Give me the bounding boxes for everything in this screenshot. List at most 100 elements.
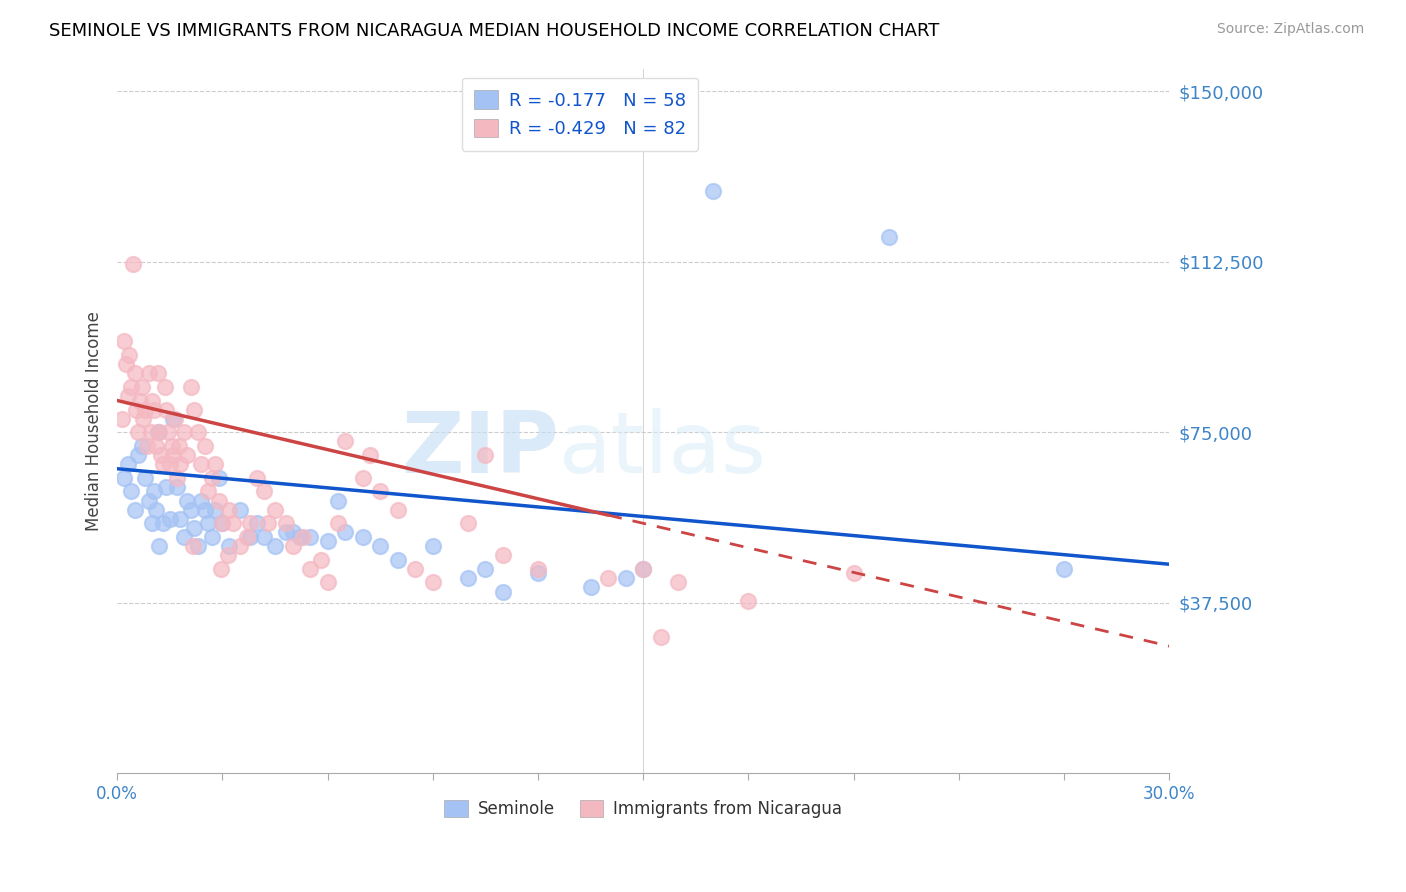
Point [155, 480, 177, 494]
Point [111, 411, 134, 425]
Point [129, 393, 152, 408]
Text: SEMINOLE VS IMMIGRANTS FROM NICARAGUA MEDIAN HOUSEHOLD INCOME CORRELATION CHART: SEMINOLE VS IMMIGRANTS FROM NICARAGUA ME… [49, 22, 939, 40]
Point [299, 562, 322, 576]
Point [159, 457, 181, 471]
Point [877, 229, 900, 244]
Point [352, 530, 374, 544]
Point [145, 439, 167, 453]
Point [120, 380, 142, 394]
Point [146, 425, 169, 440]
Point [316, 575, 339, 590]
Point [218, 539, 240, 553]
Point [218, 502, 240, 516]
Point [131, 439, 153, 453]
Point [527, 562, 550, 576]
Point [169, 457, 191, 471]
Point [180, 380, 202, 394]
Point [176, 448, 198, 462]
Point [138, 493, 160, 508]
Point [257, 516, 280, 531]
Point [204, 457, 226, 471]
Point [211, 516, 233, 531]
Point [145, 502, 167, 516]
Point [702, 184, 724, 198]
Point [120, 484, 142, 499]
Point [208, 493, 231, 508]
Point [118, 348, 141, 362]
Point [737, 593, 759, 607]
Point [181, 539, 204, 553]
Point [122, 257, 145, 271]
Point [352, 471, 374, 485]
Point [173, 425, 195, 440]
Point [124, 502, 146, 516]
Point [264, 539, 287, 553]
Point [1053, 562, 1076, 576]
Point [631, 562, 654, 576]
Legend: Seminole, Immigrants from Nicaragua: Seminole, Immigrants from Nicaragua [437, 794, 849, 825]
Point [579, 580, 602, 594]
Point [183, 521, 205, 535]
Point [842, 566, 865, 581]
Point [292, 530, 315, 544]
Point [229, 502, 252, 516]
Point [115, 357, 138, 371]
Point [152, 516, 174, 531]
Point [239, 516, 262, 531]
Point [117, 389, 139, 403]
Point [124, 366, 146, 380]
Point [150, 448, 173, 462]
Point [197, 516, 219, 531]
Point [166, 471, 188, 485]
Point [404, 562, 426, 576]
Point [131, 380, 153, 394]
Point [650, 630, 672, 644]
Point [201, 530, 224, 544]
Point [457, 516, 479, 531]
Y-axis label: Median Household Income: Median Household Income [86, 311, 103, 531]
Point [160, 439, 183, 453]
Point [136, 439, 159, 453]
Point [143, 484, 166, 499]
Point [359, 448, 381, 462]
Point [146, 366, 169, 380]
Point [157, 425, 180, 440]
Point [139, 425, 162, 440]
Point [152, 457, 174, 471]
Point [492, 584, 515, 599]
Point [112, 471, 135, 485]
Point [190, 493, 212, 508]
Point [387, 552, 409, 566]
Point [143, 402, 166, 417]
Point [209, 562, 232, 576]
Point [246, 516, 269, 531]
Point [148, 539, 170, 553]
Point [309, 552, 332, 566]
Point [201, 471, 224, 485]
Point [173, 530, 195, 544]
Point [666, 575, 689, 590]
Point [204, 502, 226, 516]
Point [134, 471, 156, 485]
Point [368, 539, 391, 553]
Point [208, 471, 231, 485]
Point [387, 502, 409, 516]
Point [326, 516, 349, 531]
Point [138, 366, 160, 380]
Point [246, 471, 269, 485]
Point [187, 539, 209, 553]
Point [264, 502, 287, 516]
Point [222, 516, 245, 531]
Point [333, 434, 356, 449]
Point [326, 493, 349, 508]
Point [288, 530, 311, 544]
Point [162, 448, 184, 462]
Point [180, 502, 202, 516]
Point [127, 448, 149, 462]
Point [492, 548, 515, 562]
Point [153, 380, 176, 394]
Point [239, 530, 262, 544]
Point [457, 571, 479, 585]
Point [422, 539, 444, 553]
Point [274, 525, 297, 540]
